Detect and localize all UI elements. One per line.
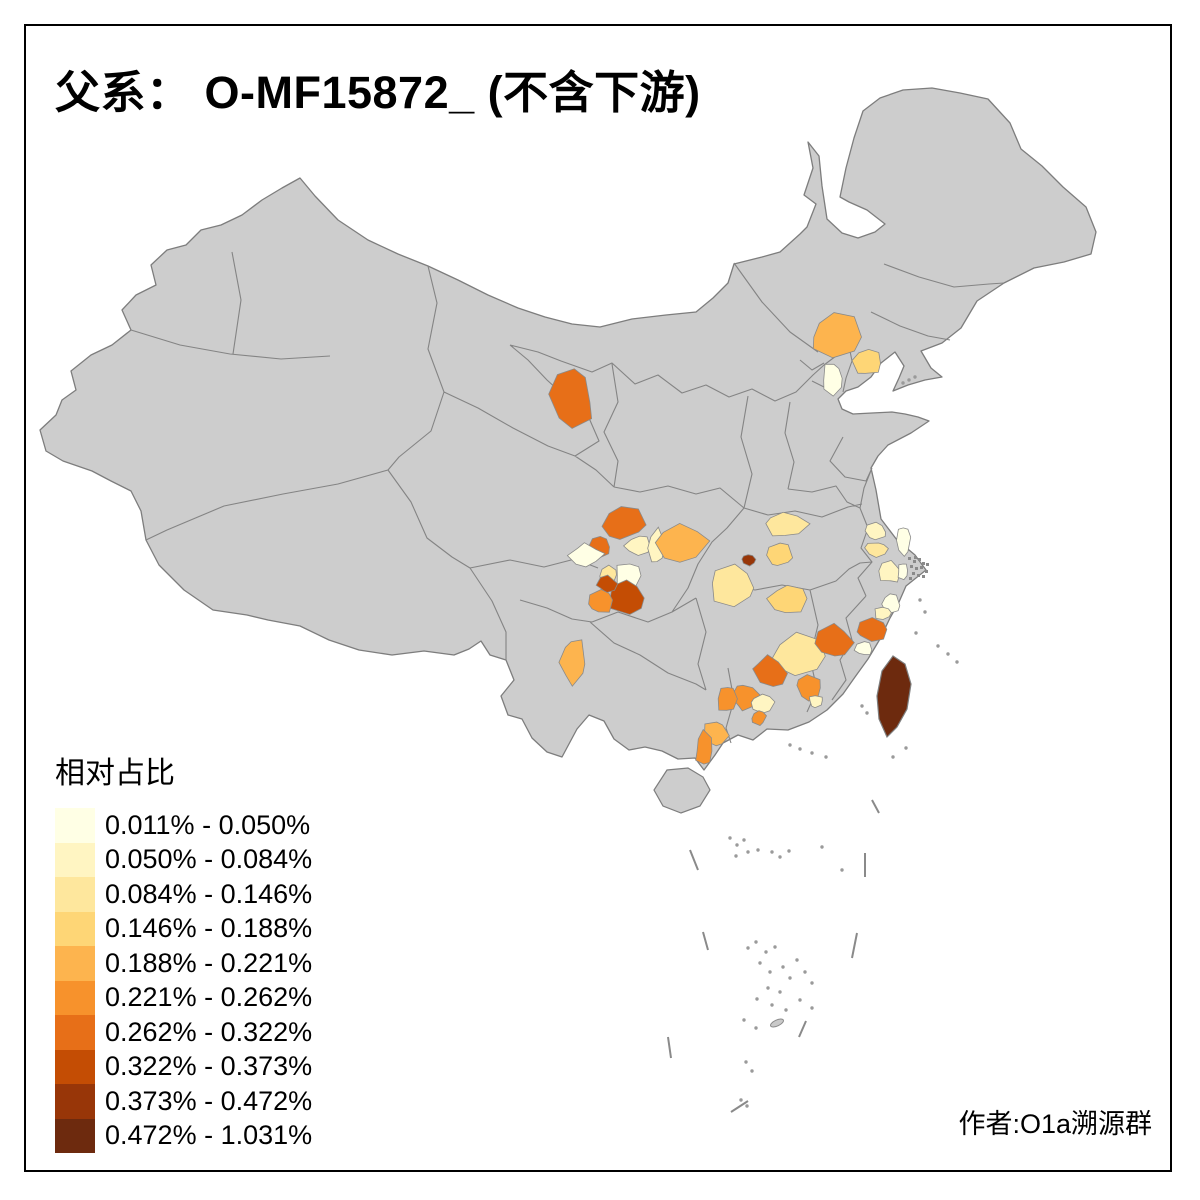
legend-row: 0.146% - 0.188% xyxy=(55,911,313,946)
prefecture-region-sichuan-north-2 xyxy=(622,535,651,556)
prefecture-region-hubei-north xyxy=(765,511,811,537)
legend-swatch xyxy=(55,911,95,946)
legend-label: 0.373% - 0.472% xyxy=(105,1085,313,1116)
prefecture-region-yunnan-central xyxy=(558,639,586,687)
prefecture-region-sichuan-southwest-dark xyxy=(609,579,645,615)
sea-boundary-dashes xyxy=(667,799,880,1113)
prefecture-region-fujian-mid-pale xyxy=(853,641,873,655)
legend-swatch xyxy=(55,1118,95,1153)
prefecture-region-guangdong-pearl xyxy=(751,710,767,726)
legend-label: 0.050% - 0.084% xyxy=(105,844,313,875)
legend-label: 0.472% - 1.031% xyxy=(105,1120,313,1151)
legend-row: 0.322% - 0.373% xyxy=(55,1049,313,1084)
legend-row: 0.188% - 0.221% xyxy=(55,946,312,981)
legend-swatch xyxy=(55,877,95,912)
legend-label: 0.084% - 0.146% xyxy=(105,878,313,909)
prefecture-region-zhejiang-mid xyxy=(874,606,892,620)
legend-label: 0.221% - 0.262% xyxy=(105,982,313,1013)
prefecture-region-hunan-east xyxy=(766,584,808,614)
legend-label: 0.146% - 0.188% xyxy=(105,913,313,944)
shanghai-urban-cluster xyxy=(908,556,929,580)
legend-label: 0.322% - 0.373% xyxy=(105,1051,313,1082)
prefecture-region-jiangsu-coast xyxy=(896,527,912,558)
legend-row: 0.221% - 0.262% xyxy=(55,980,313,1015)
prefecture-region-hubei-dark-small xyxy=(741,554,757,567)
legend-swatch xyxy=(55,842,95,877)
legend-label: 0.188% - 0.221% xyxy=(105,947,313,978)
prefecture-region-guangdong-east-pale xyxy=(808,695,823,709)
legend-swatch xyxy=(55,808,95,843)
islet-shape xyxy=(770,1018,784,1028)
legend-swatch xyxy=(55,980,95,1015)
prefecture-region-guangdong-mid-pale xyxy=(750,693,776,714)
legend-row: 0.262% - 0.322% xyxy=(55,1015,312,1050)
prefecture-region-fujian-northwest xyxy=(814,622,855,657)
prefecture-region-leizhou xyxy=(695,728,713,765)
taiwan-island xyxy=(876,655,912,739)
prefecture-region-liaoning-a xyxy=(812,312,862,359)
prefecture-choropleth-regions xyxy=(548,312,912,765)
china-mainland-outline xyxy=(39,87,1097,771)
prefecture-region-anhui-b xyxy=(864,542,889,558)
prefecture-region-sichuan-plain-pale xyxy=(566,542,606,568)
prefecture-region-sichuan-dark-lobe xyxy=(595,574,619,594)
legend-swatch xyxy=(55,1049,95,1084)
prefecture-region-jiangsu-south xyxy=(878,559,901,583)
prefecture-region-hubei-west xyxy=(766,542,794,566)
legend: 相对占比 0.011% - 0.050% 0.050% - 0.084% 0.084… xyxy=(55,748,312,1153)
prefecture-region-hunan-south xyxy=(752,654,788,687)
legend-swatch xyxy=(55,1084,95,1119)
small-islands xyxy=(728,375,959,1108)
prefecture-region-sichuan-south-orange xyxy=(588,589,613,613)
legend-swatch xyxy=(55,946,95,981)
hainan-island xyxy=(653,767,711,814)
prefecture-region-sichuan-east xyxy=(654,522,711,563)
prefecture-region-sichuan-north xyxy=(601,506,647,540)
legend-swatch xyxy=(55,1015,95,1050)
legend-row: 0.472% - 1.031% xyxy=(55,1118,313,1153)
prefecture-region-fujian-coast xyxy=(856,617,888,642)
legend-row: 0.050% - 0.084% xyxy=(55,842,313,877)
prefecture-region-hebei-coast-pale xyxy=(823,363,843,397)
prefecture-region-guangxi-east xyxy=(717,687,738,711)
prefecture-region-gansu-central xyxy=(548,368,593,429)
attribution-text: 作者:O1a溯源群 xyxy=(958,1109,1152,1139)
legend-label: 0.262% - 0.322% xyxy=(105,1016,313,1047)
legend-label: 0.011% - 0.050% xyxy=(105,809,311,840)
legend-row: 0.084% - 0.146% xyxy=(55,877,312,912)
legend-title: 相对占比 xyxy=(55,757,175,790)
prefecture-region-liaoning-b xyxy=(851,348,881,374)
legend-row: 0.373% - 0.472% xyxy=(55,1084,312,1119)
legend-row: 0.011% - 0.050% xyxy=(55,808,312,843)
legend-rows: 0.011% - 0.050% 0.050% - 0.084% 0.084% - 0… xyxy=(55,808,312,1153)
page-title: 父系： O-MF15872_ (不含下游) xyxy=(55,67,701,118)
prefecture-region-anhui-a xyxy=(864,521,886,541)
prefecture-region-jiangsu-southeast xyxy=(897,563,908,581)
prefecture-region-hunan-northwest xyxy=(711,563,755,608)
